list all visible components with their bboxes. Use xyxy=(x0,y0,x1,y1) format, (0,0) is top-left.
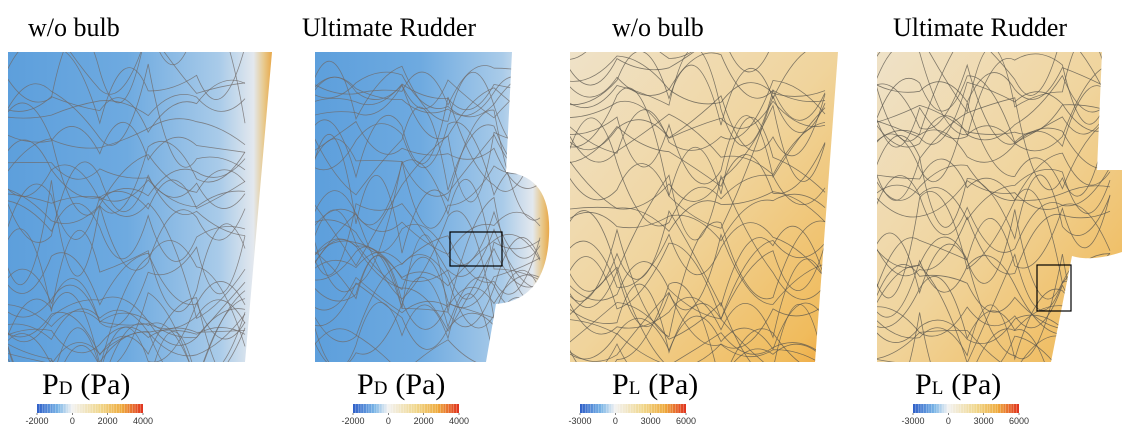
tick-label: 0 xyxy=(70,416,75,426)
tick-label: 3000 xyxy=(641,416,661,426)
colorbar-label: PD (Pa) xyxy=(357,368,445,401)
colorbar-label: PD (Pa) xyxy=(42,368,130,401)
label-sub: D xyxy=(59,378,73,399)
tick-label: 2000 xyxy=(98,416,118,426)
label-main: P xyxy=(915,368,932,401)
tick-label: 2000 xyxy=(414,416,434,426)
panel: w/o bulb PD (Pa) -2000 0 2000 4000 xyxy=(3,12,272,426)
figure: w/o bulb PD(Pa)-2000020004000 Ultimate R… xyxy=(0,0,1132,435)
label-main: P xyxy=(42,368,59,401)
tick-label: 3000 xyxy=(974,416,994,426)
panel-title: Ultimate Rudder xyxy=(893,13,1067,42)
label-sub: L xyxy=(932,378,944,399)
label-unit: (Pa) xyxy=(80,368,130,401)
tick-label: 4000 xyxy=(449,416,469,426)
colorbar-label: PL (Pa) xyxy=(915,368,1001,401)
panel-title: w/o bulb xyxy=(28,13,120,42)
tick-label: 6000 xyxy=(1009,416,1029,426)
tick-label: 0 xyxy=(613,416,618,426)
tick-label: -2000 xyxy=(25,416,48,426)
label-main: P xyxy=(612,368,629,401)
tick-label: 0 xyxy=(946,416,951,426)
rudder xyxy=(877,52,1122,362)
panel-title: w/o bulb xyxy=(612,13,704,42)
tick-label: -2000 xyxy=(341,416,364,426)
tick-label: -3000 xyxy=(901,416,924,426)
label-unit: (Pa) xyxy=(648,368,698,401)
panel: Ultimate Rudder PL (Pa) -3000 0 3000 6000 xyxy=(872,13,1122,435)
colorbar-label: PL (Pa) xyxy=(612,368,698,401)
tick-label: 4000 xyxy=(133,416,153,426)
label-sub: D xyxy=(374,378,388,399)
tick-label: 0 xyxy=(386,416,391,426)
rudder xyxy=(8,52,272,362)
panel: w/o bulb PL (Pa) -3000 0 3000 6000 xyxy=(565,2,838,426)
label-sub: L xyxy=(629,378,641,399)
label-unit: (Pa) xyxy=(951,368,1001,401)
panel: Ultimate Rudder PD (Pa) -2000 0 2000 4000 xyxy=(302,13,549,426)
tick-label: 6000 xyxy=(676,416,696,426)
label-unit: (Pa) xyxy=(395,368,445,401)
rudder xyxy=(315,52,549,362)
label-main: P xyxy=(357,368,374,401)
tick-label: -3000 xyxy=(568,416,591,426)
panel-title: Ultimate Rudder xyxy=(302,13,476,42)
